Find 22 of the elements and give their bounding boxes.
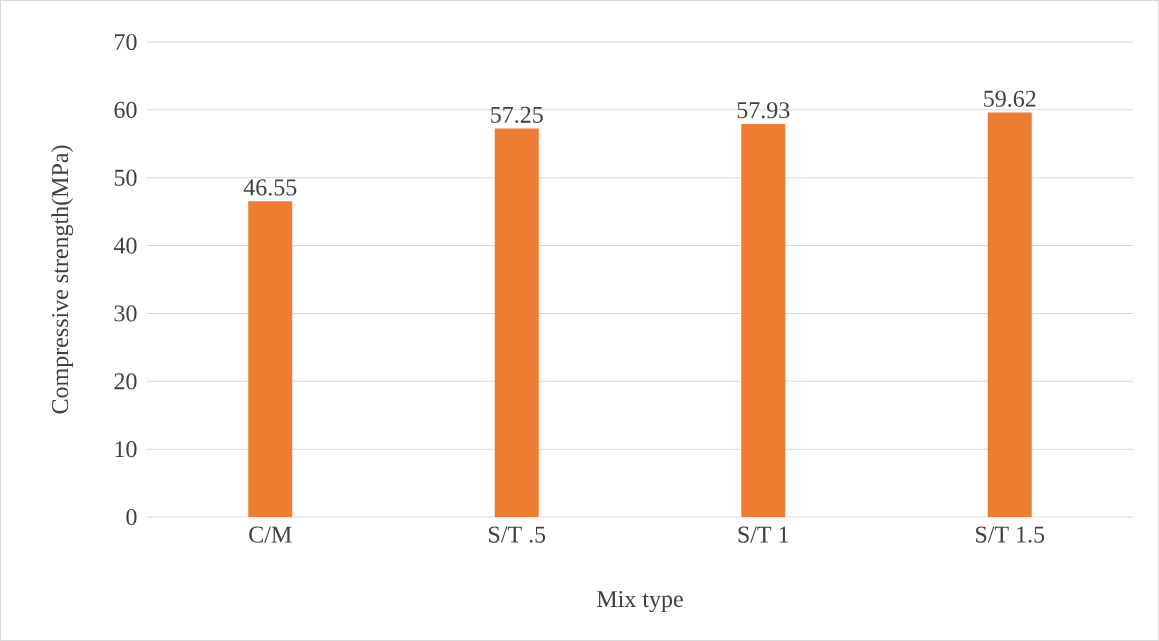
bar xyxy=(987,112,1032,517)
y-tick-label: 10 xyxy=(115,441,137,458)
y-tick-label: 60 xyxy=(114,101,137,118)
x-tick-label: S/T .5 xyxy=(489,526,546,543)
bar xyxy=(248,201,293,517)
y-tick-label: 0 xyxy=(126,508,137,526)
y-tick-label: 30 xyxy=(114,305,137,322)
x-tick-label: S/T 1.5 xyxy=(976,526,1045,543)
data-label: 57.25 xyxy=(491,106,543,123)
y-axis-title: Compressive strength(MPa) xyxy=(51,145,74,414)
bar xyxy=(741,123,786,517)
x-axis-title: Mix type xyxy=(597,591,683,613)
y-tick-label: 50 xyxy=(114,169,137,186)
data-label: 57.93 xyxy=(737,102,790,119)
x-tick-label: C/M xyxy=(249,526,292,543)
y-tick-label: 40 xyxy=(113,237,137,254)
data-label: 59.62 xyxy=(984,90,1036,107)
bar xyxy=(494,128,539,517)
y-tick-label: 20 xyxy=(114,373,137,390)
data-label: 46.55 xyxy=(243,179,297,196)
y-tick-label: 70 xyxy=(115,33,137,51)
x-tick-label: S/T 1 xyxy=(738,526,789,543)
